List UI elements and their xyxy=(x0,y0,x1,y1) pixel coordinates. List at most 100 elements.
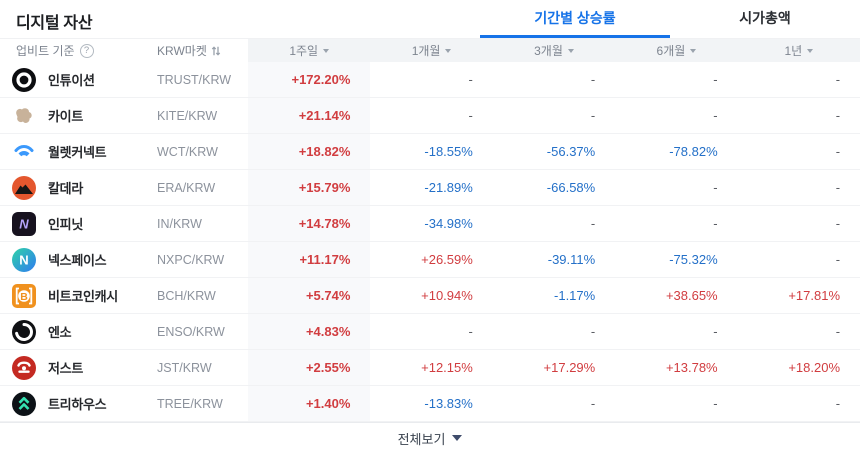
table-header: 업비트 기준 ? KRW마켓 1주일 1개월 3개월 6개월 1년 xyxy=(0,38,860,62)
jst-icon xyxy=(12,355,36,380)
change-1week: +172.20% xyxy=(248,62,371,97)
change-1month: -21.89% xyxy=(424,180,473,195)
change-1year: - xyxy=(835,144,841,159)
change-1month: -34.98% xyxy=(424,216,473,231)
change-3month: - xyxy=(590,72,596,87)
change-1week: +5.74% xyxy=(248,278,371,313)
change-3month: - xyxy=(590,216,596,231)
change-1week: +18.82% xyxy=(248,134,371,169)
change-6month: - xyxy=(713,72,718,87)
topbar: 디지털 자산 기간별 상승률 시가총액 xyxy=(0,0,860,38)
coin-pair: TREE/KRW xyxy=(157,396,223,411)
column-header-market[interactable]: KRW마켓 xyxy=(157,39,248,62)
column-header-1week[interactable]: 1주일 xyxy=(248,39,371,62)
change-6month: -78.82% xyxy=(669,144,718,159)
coin-pair: TRUST/KRW xyxy=(157,72,232,87)
change-6month: - xyxy=(713,324,718,339)
column-header-1month[interactable]: 1개월 xyxy=(370,39,493,62)
basis-label: 업비트 기준 xyxy=(16,44,75,58)
change-3month: -39.11% xyxy=(547,252,596,267)
table-row[interactable]: 엔소 ENSO/KRW +4.83% - - - - xyxy=(0,314,860,350)
column-header-1year[interactable]: 1년 xyxy=(737,39,860,62)
coin-pair: ENSO/KRW xyxy=(157,324,225,339)
coin-cell: 월렛커넥트 xyxy=(0,134,157,169)
column-header-3month[interactable]: 3개월 xyxy=(492,39,616,62)
change-1year: - xyxy=(835,396,841,411)
coin-pair: NXPC/KRW xyxy=(157,252,225,267)
coin-name: 인튜이션 xyxy=(48,73,95,88)
change-6month: +38.65% xyxy=(665,288,718,303)
change-3month: -56.37% xyxy=(546,144,596,159)
coin-cell: 엔소 xyxy=(0,314,157,349)
tab-period-returns[interactable]: 기간별 상승률 xyxy=(480,0,670,38)
change-1week: +15.79% xyxy=(248,170,371,205)
column-header-6month[interactable]: 6개월 xyxy=(615,39,738,62)
coin-name: 비트코인캐시 xyxy=(48,289,118,304)
question-circle-icon[interactable]: ? xyxy=(79,43,94,58)
change-3month: +17.29% xyxy=(543,360,596,375)
change-1year: - xyxy=(835,252,841,267)
chevron-down-icon xyxy=(690,48,697,53)
market-label: KRW마켓 xyxy=(157,44,207,58)
coin-name: 저스트 xyxy=(48,361,83,376)
chevron-down-icon xyxy=(807,48,814,53)
chevron-down-icon xyxy=(323,48,330,53)
period-1week-label: 1주일 xyxy=(289,44,319,58)
table-row[interactable]: N 넥스페이스 NXPC/KRW +11.17% +26.59% -39.11%… xyxy=(0,242,860,278)
change-1month: -13.83% xyxy=(424,396,473,411)
change-1month: - xyxy=(468,72,473,87)
change-1month: - xyxy=(468,324,473,339)
table-row[interactable]: 칼데라 ERA/KRW +15.79% -21.89% -66.58% - - xyxy=(0,170,860,206)
change-6month: - xyxy=(713,396,718,411)
period-6month-label: 6개월 xyxy=(656,44,686,58)
coin-cell: 트리하우스 xyxy=(0,386,157,421)
view-all-button[interactable]: 전체보기 xyxy=(0,422,860,453)
change-1week: +2.55% xyxy=(248,350,371,385)
change-1week: +1.40% xyxy=(248,386,371,421)
coin-cell: 칼데라 xyxy=(0,170,157,205)
infinit-icon: N xyxy=(12,211,36,236)
coin-cell: N 넥스페이스 xyxy=(0,242,157,277)
table-row[interactable]: B 비트코인캐시 BCH/KRW +5.74% +10.94% -1.17% +… xyxy=(0,278,860,314)
change-1month: +12.15% xyxy=(421,360,473,375)
table-row[interactable]: N 인피닛 IN/KRW +14.78% -34.98% - - - xyxy=(0,206,860,242)
table-row[interactable]: 월렛커넥트 WCT/KRW +18.82% -18.55% -56.37% -7… xyxy=(0,134,860,170)
change-1month: +10.94% xyxy=(421,288,473,303)
table-row[interactable]: 카이트 KITE/KRW +21.14% - - - - xyxy=(0,98,860,134)
coin-cell: 저스트 xyxy=(0,350,157,385)
chevron-down-icon xyxy=(452,435,463,441)
coin-pair: WCT/KRW xyxy=(157,144,218,159)
change-1month: - xyxy=(468,108,473,123)
coin-pair: IN/KRW xyxy=(157,216,202,231)
change-1week: +4.83% xyxy=(248,314,371,349)
svg-text:N: N xyxy=(19,216,29,231)
chevron-down-icon xyxy=(445,48,452,53)
change-1year: - xyxy=(835,180,841,195)
sort-arrows-icon xyxy=(211,45,221,57)
bch-icon: B xyxy=(12,283,36,308)
coin-cell: 카이트 xyxy=(0,98,157,133)
table-row[interactable]: 저스트 JST/KRW +2.55% +12.15% +17.29% +13.7… xyxy=(0,350,860,386)
tree-icon xyxy=(12,391,36,416)
nxpc-icon: N xyxy=(12,247,36,272)
change-1year: - xyxy=(835,324,841,339)
coin-name: 월렛커넥트 xyxy=(48,145,107,160)
change-1month: +26.59% xyxy=(421,252,473,267)
table-row[interactable]: 트리하우스 TREE/KRW +1.40% -13.83% - - - xyxy=(0,386,860,422)
enso-icon xyxy=(12,319,36,344)
period-1month-label: 1개월 xyxy=(411,44,441,58)
coin-name: 엔소 xyxy=(48,325,72,340)
tab-market-cap-label: 시가총액 xyxy=(739,9,791,26)
table-body: 인튜이션 TRUST/KRW +172.20% - - - - 카이트 KITE… xyxy=(0,62,860,422)
period-3month-label: 3개월 xyxy=(534,44,563,58)
trust-icon xyxy=(12,67,36,92)
change-1month: -18.55% xyxy=(424,144,473,159)
table-row[interactable]: 인튜이션 TRUST/KRW +172.20% - - - - xyxy=(0,62,860,98)
change-6month: -75.32% xyxy=(669,252,718,267)
coin-cell: B 비트코인캐시 xyxy=(0,278,157,313)
tab-market-cap[interactable]: 시가총액 xyxy=(670,0,860,38)
change-1year: +17.81% xyxy=(788,288,841,303)
change-1week: +11.17% xyxy=(248,242,371,277)
change-3month: - xyxy=(590,324,596,339)
change-3month: - xyxy=(590,396,596,411)
